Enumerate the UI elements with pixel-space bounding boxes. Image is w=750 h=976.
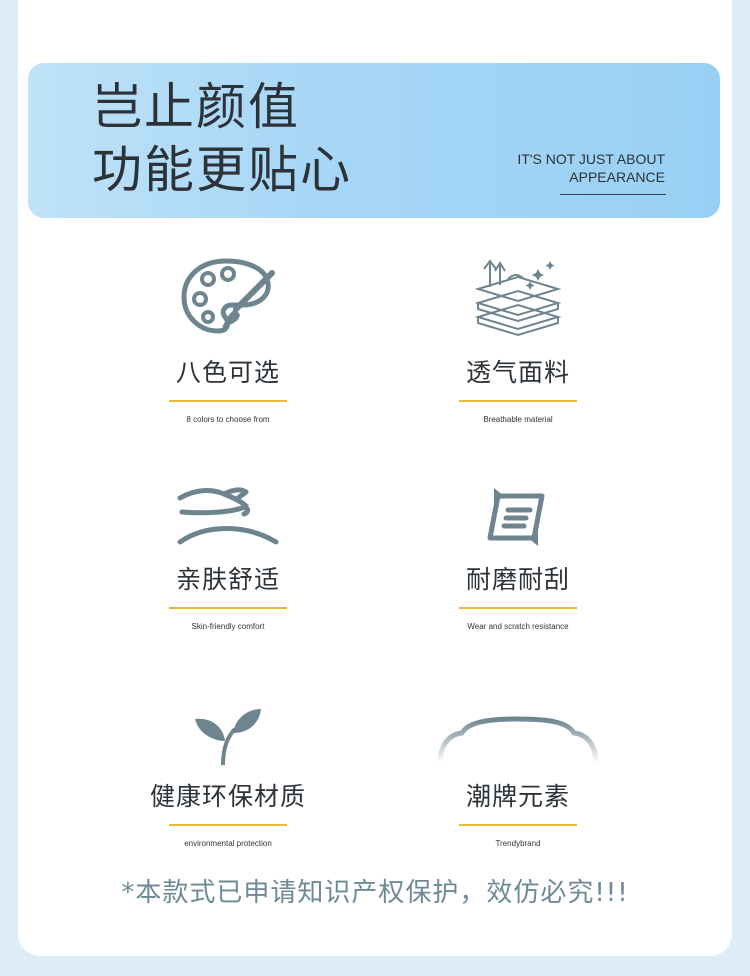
feature-caption: 8 colors to choose from bbox=[186, 415, 270, 424]
palette-icon bbox=[181, 258, 275, 334]
feature-label: 健康环保材质 bbox=[149, 782, 306, 811]
feature-underline bbox=[459, 400, 577, 402]
feature-caption: Breathable material bbox=[483, 415, 553, 424]
brand-shape-icon bbox=[437, 716, 599, 766]
feature-eco: 健康环保材质 environmental protection bbox=[108, 705, 348, 855]
feature-underline bbox=[169, 607, 287, 609]
feature-label: 耐磨耐刮 bbox=[465, 565, 570, 594]
feature-colors: 八色可选 8 colors to choose from bbox=[108, 255, 348, 435]
feature-underline bbox=[459, 607, 577, 609]
wear-resistant-icon bbox=[487, 488, 545, 546]
title-line-1: 岂止颜值 bbox=[92, 78, 300, 136]
feature-caption: Trendybrand bbox=[495, 839, 541, 848]
breathable-fabric-icon bbox=[474, 259, 562, 337]
feature-underline bbox=[459, 824, 577, 826]
feature-label: 八色可选 bbox=[175, 358, 280, 387]
feature-caption: Wear and scratch resistance bbox=[467, 622, 569, 631]
feature-label: 潮牌元素 bbox=[465, 782, 570, 811]
feature-brand: 潮牌元素 Trendybrand bbox=[398, 705, 638, 855]
feature-label: 透气面料 bbox=[465, 358, 570, 387]
header-banner bbox=[28, 63, 720, 218]
leaf-sprout-icon bbox=[195, 709, 261, 766]
title-line-2: 功能更贴心 bbox=[92, 141, 352, 199]
feature-skin: 亲肤舒适 Skin-friendly comfort bbox=[108, 480, 348, 650]
feature-label: 亲肤舒适 bbox=[175, 565, 280, 594]
subtitle-underline bbox=[560, 194, 666, 195]
feature-breathable: 透气面料 Breathable material bbox=[398, 255, 638, 435]
feature-underline bbox=[169, 824, 287, 826]
hand-touch-icon bbox=[177, 487, 279, 545]
feature-underline bbox=[169, 400, 287, 402]
copyright-notice: *本款式已申请知识产权保护，效仿必究!!! bbox=[121, 878, 629, 908]
subtitle-line-1: IT'S NOT JUST ABOUT bbox=[517, 151, 665, 167]
subtitle-line-2: APPEARANCE bbox=[569, 169, 665, 185]
feature-wear: 耐磨耐刮 Wear and scratch resistance bbox=[398, 480, 638, 650]
feature-caption: environmental protection bbox=[184, 839, 272, 848]
feature-caption: Skin-friendly comfort bbox=[191, 622, 265, 631]
